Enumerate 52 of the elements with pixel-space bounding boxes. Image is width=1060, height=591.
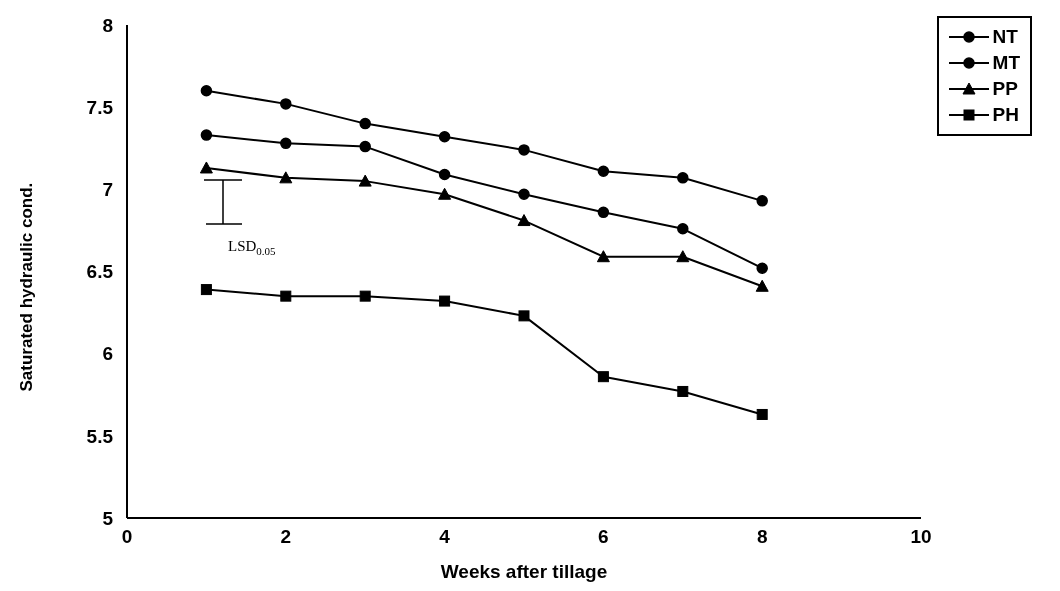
point [438, 187, 452, 200]
point [676, 250, 690, 263]
point [597, 165, 610, 178]
point [200, 84, 213, 97]
point [677, 172, 689, 184]
point [280, 98, 292, 110]
x-tick-label: 2 [280, 526, 292, 548]
x-tick-label: 8 [756, 526, 768, 548]
point [279, 171, 293, 184]
x-axis-title: Weeks after tillage [440, 561, 608, 582]
point [677, 385, 689, 397]
x-tick-label: 6 [598, 526, 609, 548]
point [280, 290, 292, 302]
point [359, 140, 371, 153]
y-tick-label: 7 [102, 179, 113, 201]
point [438, 131, 451, 143]
y-tick-label: 6 [102, 343, 113, 365]
point [518, 188, 530, 201]
point [359, 117, 371, 130]
y-tick-label: 7.5 [86, 96, 114, 118]
point [359, 290, 371, 302]
point [597, 371, 609, 383]
y-tick-label: 6.5 [86, 261, 114, 283]
point [280, 137, 292, 150]
point [439, 295, 451, 307]
point [756, 262, 768, 274]
x-tick-label: 4 [439, 526, 451, 548]
y-tick-label: 8 [102, 14, 113, 36]
point [755, 279, 769, 292]
y-tick-label: 5.5 [86, 425, 114, 447]
legend-label: PP [992, 78, 1018, 100]
x-tick-label: 0 [121, 526, 133, 548]
point [756, 195, 768, 207]
point [597, 206, 610, 219]
legend-label: MT [992, 52, 1020, 74]
point [438, 168, 451, 181]
legend-label: NT [992, 26, 1018, 48]
point [200, 284, 212, 296]
point [199, 161, 213, 174]
point [596, 250, 610, 263]
point [200, 129, 213, 141]
point [756, 408, 768, 420]
point [358, 174, 372, 187]
point [677, 223, 689, 235]
y-tick-label: 5 [102, 507, 114, 529]
legend-label: PH [992, 104, 1019, 126]
point [518, 310, 530, 322]
x-tick-label: 10 [910, 526, 932, 548]
point [517, 214, 531, 227]
point [518, 144, 530, 156]
annotation: LSD$_{0.05}$ [228, 238, 276, 257]
y-axis-title: Saturated hydraulic cond. [17, 182, 37, 392]
